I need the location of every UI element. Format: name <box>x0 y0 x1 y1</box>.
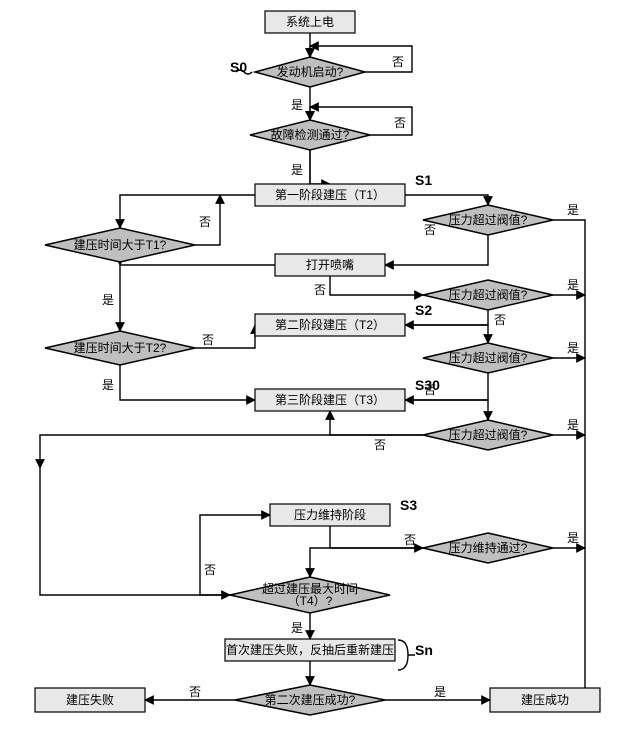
node-label: 压力超过阀值? <box>449 427 528 442</box>
edge-label: 否 <box>202 333 214 347</box>
node-label: 建压时间大于T2? <box>74 341 167 355</box>
edge <box>200 515 270 595</box>
edge-label: 否 <box>394 116 406 130</box>
edge <box>405 195 488 205</box>
node-label: 第二次建压成功? <box>265 693 356 707</box>
node-label: 第二阶段建压（T2） <box>275 317 385 332</box>
edge <box>553 220 600 700</box>
node-label: 发动机启动? <box>277 64 344 79</box>
edge <box>330 276 423 295</box>
edge-label: 是 <box>567 418 579 432</box>
nodes-layer: 系统上电发动机启动? 故障检测通过? 第一阶段建压（T1） 打开喷嘴第二阶段建压（T2… <box>35 11 600 715</box>
node-label: 压力超过阀值? <box>449 287 528 302</box>
edge-label: 是 <box>102 378 114 392</box>
node-label: 建压时间大于T1? <box>74 238 167 252</box>
edge <box>120 365 255 400</box>
edge-label: 否 <box>392 55 404 69</box>
node-label: 第一阶段建压（T1） <box>275 187 385 202</box>
node-label: 打开喷嘴 <box>306 258 354 272</box>
node-label: 首次建压失败，反抽后重新建压 <box>226 642 394 657</box>
edge <box>310 548 423 577</box>
edge-label: 否 <box>314 283 326 297</box>
edge-label: 是 <box>291 98 303 112</box>
node-label: 建压成功 <box>521 693 569 707</box>
edge <box>385 235 488 265</box>
node-label: 系统上电 <box>286 15 334 29</box>
edge <box>40 435 423 468</box>
edge-label: 否 <box>204 563 216 577</box>
edge-label: 是 <box>434 685 446 699</box>
edge <box>405 325 488 343</box>
node-label: 压力超过阀值? <box>449 212 528 227</box>
step-marker: S2 <box>415 302 432 318</box>
edge-label: 是 <box>567 203 579 217</box>
step-marker: Sn <box>415 642 433 658</box>
edge-label: 是 <box>291 163 303 177</box>
edge-label: 否 <box>199 215 211 229</box>
step-marker: S3 <box>400 497 417 513</box>
edge <box>120 195 255 228</box>
edge <box>405 400 488 420</box>
edge-label: 否 <box>189 685 201 699</box>
edge-label: 是 <box>567 341 579 355</box>
edge <box>310 150 330 184</box>
brace <box>398 640 415 670</box>
edge-label: 是 <box>291 621 303 635</box>
node-label: 压力超过阀值? <box>449 350 528 365</box>
node-label: （T4）? <box>288 594 333 608</box>
edge-label: 是 <box>567 278 579 292</box>
edge-label: 否 <box>494 313 506 327</box>
edge-label: 否 <box>374 438 386 452</box>
step-marker: S1 <box>415 172 432 188</box>
step-marker: S30 <box>415 377 440 393</box>
flowchart-canvas: 是否是否否否否否是是是是是否是否是否否是否否是系统上电发动机启动?故障检测通过?… <box>0 0 623 739</box>
node-label: 第三阶段建压（T3） <box>275 392 385 407</box>
edge-label: 是 <box>567 531 579 545</box>
edge-label: 否 <box>404 533 416 547</box>
edge-label: 是 <box>102 293 114 307</box>
node-label: 故障检测通过? <box>271 127 350 142</box>
edge <box>40 468 230 595</box>
edge-label: 否 <box>424 223 436 237</box>
edge <box>330 411 423 435</box>
node-label: 压力维持阶段 <box>294 507 366 522</box>
node-label: 压力维持通过? <box>449 540 528 555</box>
node-label: 建压失败 <box>66 692 114 707</box>
